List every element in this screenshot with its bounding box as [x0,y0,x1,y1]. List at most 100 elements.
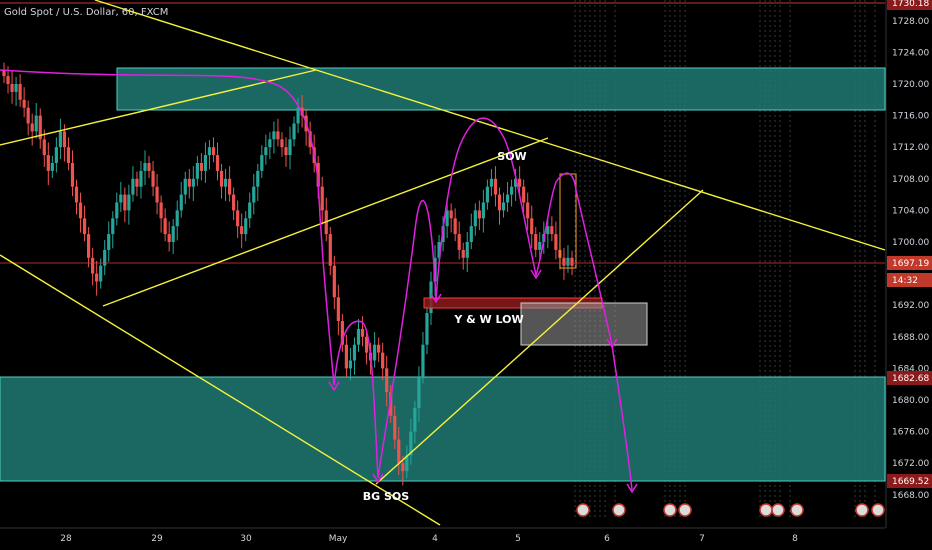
candle [219,163,224,199]
candle [292,116,296,147]
candle-body [336,297,340,321]
y-tick-label: 1716.00 [892,112,929,122]
candle-body [50,163,54,171]
candle [401,456,405,486]
candle [30,113,34,146]
y-tick-label: 1676.00 [892,428,929,438]
candle [534,226,538,258]
candle [336,284,340,336]
candle [151,161,155,197]
candle-body [244,218,248,235]
event-flag-icon [612,503,626,517]
price-badge: 1682.68 [887,371,932,385]
candle [207,140,212,170]
candle [546,219,550,249]
candle-body [389,392,393,416]
path-arrowhead [626,483,638,494]
candle-body [340,321,344,345]
candle [522,179,526,212]
candle [461,242,465,270]
candle [425,305,429,355]
candle [107,221,111,262]
candle-body [441,226,445,242]
candle [199,153,203,181]
candle-body [562,257,566,266]
candle-body [155,186,159,203]
candle [417,366,421,423]
candle-body [381,352,385,369]
candle [485,179,490,210]
candle [477,200,481,231]
candle [232,187,236,220]
candle-body [139,170,143,187]
candle [50,155,54,179]
candle-body [46,155,50,171]
candle-body [171,226,175,242]
y-tick-label: 1672.00 [892,459,929,469]
y-tick-label: 1720.00 [892,80,929,90]
candle [147,155,151,179]
price-badge-label: 1697.19 [892,259,929,269]
candle-body [522,186,526,203]
candle [393,405,397,449]
candle [284,137,288,167]
candle-body [131,178,135,195]
candle-body [232,194,236,211]
candle [244,211,248,242]
y-tick-label: 1704.00 [892,206,929,216]
resistance-zone [116,67,886,111]
candle-body [227,178,232,195]
y-tick-label: 1728.00 [892,17,929,27]
candle [364,329,369,365]
candle [58,118,62,160]
candle [195,155,199,186]
candle [405,445,409,479]
candle-body [364,336,369,353]
candle [155,174,159,215]
candle [119,181,123,212]
y-tick-label: 1712.00 [892,143,929,153]
candle [86,226,91,268]
candle [179,181,183,218]
candle-body [107,234,111,250]
candle-body [514,178,518,187]
candle-body [74,186,79,203]
y-tick-label: 1684.00 [892,364,929,374]
candle-body [276,131,280,140]
candle-body [86,234,91,258]
candle-body [54,147,58,163]
price-badge-bg [887,0,932,10]
candle [187,168,191,199]
candle [497,187,502,225]
candle-body [191,178,195,187]
candle [99,258,103,289]
candle-body [409,431,413,456]
candle [377,337,381,363]
candle-body [260,155,264,171]
candle-body [421,344,425,377]
candle [340,313,344,352]
candle [481,189,485,233]
price-badge-label: 1730.18 [892,0,929,9]
candle [421,332,425,384]
candle [562,247,566,280]
candle-body [163,218,167,235]
candle [66,137,71,171]
candle-body [429,281,433,314]
x-tick-label: 29 [151,534,163,544]
candle [373,332,377,368]
candle [191,166,195,201]
candle-body [425,313,429,345]
candle [215,142,220,181]
event-flag-icon [759,503,773,517]
candle-body [445,210,449,227]
candle-body [203,155,208,171]
candle-body [223,178,228,187]
candle-body [219,170,224,187]
x-tick-label: 7 [699,534,705,544]
candle [360,316,365,347]
time-axis [0,528,932,550]
candle-body [352,344,357,361]
